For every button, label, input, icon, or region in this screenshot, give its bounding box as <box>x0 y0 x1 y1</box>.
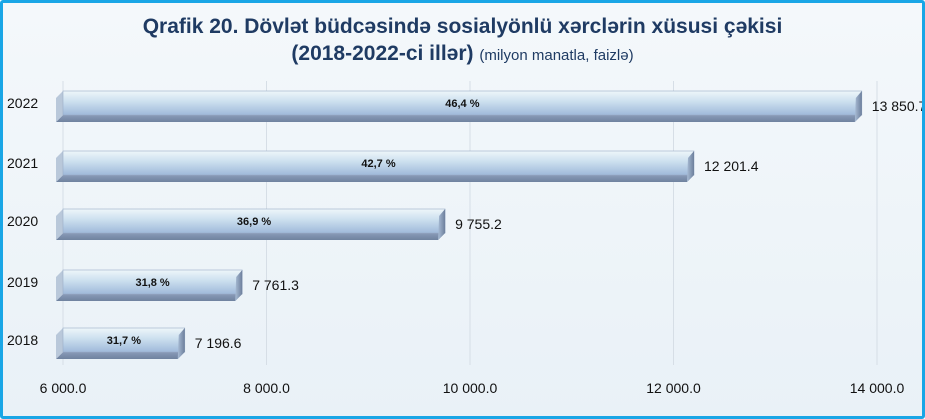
percent-label: 31,7 % <box>107 335 141 347</box>
bar-end-face <box>235 270 243 301</box>
x-axis: 6 000.0 8 000.0 10 000.0 12 000.0 14 000.0 <box>40 380 905 396</box>
chart-title-line1: Qrafik 20. Dövlət büdcəsində sosialyönlü… <box>142 15 783 38</box>
y-category-label: 2019 <box>7 274 38 290</box>
chart-title-line2: (2018-2022-ci illər) (milyon manatla, fa… <box>3 40 922 69</box>
x-tick-label: 10 000.0 <box>443 380 498 396</box>
bar-end-face <box>854 91 862 122</box>
bar-chart: 2022 46,4 % 13 850.7 2021 42,7 % 12 201.4 2020… <box>7 81 922 396</box>
bar-group: 2021 42,7 % 12 201.4 <box>7 150 759 182</box>
y-category-label: 2020 <box>7 213 38 229</box>
x-tick-label: 8 000.0 <box>243 380 290 396</box>
value-label: 7 196.6 <box>195 335 242 351</box>
bar-bottom-face <box>56 115 862 122</box>
chart-title-unit: (milyon manatla, faizlə) <box>479 47 634 64</box>
x-tick-label: 14 000.0 <box>850 380 905 396</box>
x-tick-label: 12 000.0 <box>646 380 701 396</box>
bar-bottom-face <box>56 175 694 182</box>
y-category-label: 2018 <box>7 332 38 348</box>
x-tick-label: 6 000.0 <box>40 380 87 396</box>
percent-label: 36,9 % <box>237 216 271 228</box>
value-label: 12 201.4 <box>704 158 759 174</box>
bar <box>62 327 186 353</box>
bar-bottom-face <box>56 294 243 301</box>
bar-group: 2020 36,9 % 9 755.2 <box>7 208 502 240</box>
chart-title: Qrafik 20. Dövlət büdcəsində sosialyönlü… <box>3 13 922 69</box>
bar <box>62 90 863 116</box>
chart-title-years: (2018-2022-ci illər) <box>291 42 474 65</box>
bar-left-face <box>56 151 63 182</box>
bars: 2022 46,4 % 13 850.7 2021 42,7 % 12 201.4 2020… <box>7 90 922 359</box>
bar-end-face <box>177 328 185 359</box>
bar-end-face <box>686 151 694 182</box>
bar-group: 2022 46,4 % 13 850.7 <box>7 90 922 122</box>
y-category-label: 2021 <box>7 155 38 171</box>
bar-bottom-face <box>56 352 185 359</box>
value-label: 9 755.2 <box>455 216 502 232</box>
percent-label: 46,4 % <box>445 98 479 110</box>
value-label: 7 761.3 <box>252 277 299 293</box>
value-label: 13 850.7 <box>872 98 922 114</box>
percent-label: 31,8 % <box>135 277 169 289</box>
percent-label: 42,7 % <box>361 158 395 170</box>
y-category-label: 2022 <box>7 95 38 111</box>
bar-bottom-face <box>56 233 446 240</box>
bar-group: 2019 31,8 % 7 761.3 <box>7 269 299 301</box>
bar-group: 2018 31,7 % 7 196.6 <box>7 327 242 359</box>
bar <box>62 269 243 295</box>
bar-left-face <box>56 209 63 240</box>
bar-left-face <box>56 270 63 301</box>
bar-end-face <box>438 209 446 240</box>
bar-left-face <box>56 91 63 122</box>
bar-left-face <box>56 328 63 359</box>
